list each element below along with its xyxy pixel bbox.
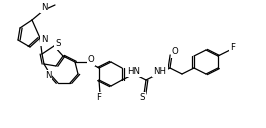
Text: N: N: [45, 72, 51, 81]
Text: O: O: [172, 47, 178, 56]
Text: O: O: [88, 56, 94, 65]
Text: S: S: [139, 93, 145, 103]
Text: F: F: [231, 42, 235, 51]
Text: HN: HN: [127, 67, 140, 76]
Text: F: F: [97, 93, 102, 103]
Text: N: N: [41, 35, 47, 45]
Text: NH: NH: [153, 67, 167, 76]
Text: S: S: [55, 40, 61, 49]
Text: N: N: [41, 3, 47, 12]
